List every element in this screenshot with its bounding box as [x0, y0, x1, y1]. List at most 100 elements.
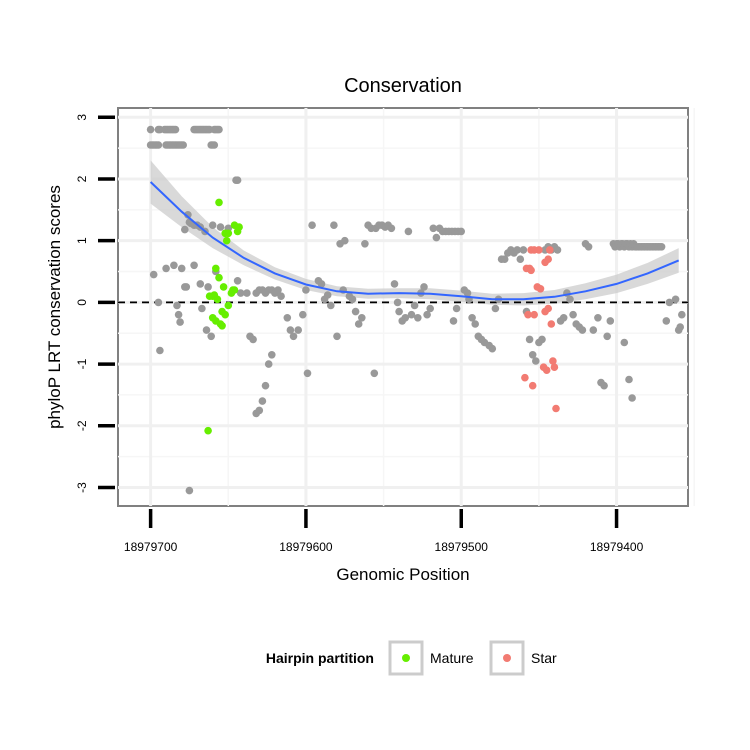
other-point-147	[457, 227, 466, 236]
other-point-130	[404, 227, 413, 236]
other-point-161	[500, 255, 509, 263]
other-point-231	[676, 323, 684, 331]
other-point-192	[600, 381, 608, 390]
star-point-18	[550, 363, 559, 372]
other-point-132	[410, 301, 419, 310]
other-point-91	[277, 292, 285, 301]
other-point-74	[198, 304, 206, 313]
other-point-239	[449, 317, 458, 325]
other-point-73	[176, 318, 184, 326]
other-point-78	[233, 277, 242, 285]
star-point-6	[527, 266, 535, 275]
other-point-67	[204, 283, 212, 291]
other-point-234	[255, 406, 264, 415]
other-point-171	[532, 357, 540, 365]
other-point-90	[274, 286, 282, 294]
other-point-70	[154, 298, 163, 307]
other-point-92	[283, 314, 292, 322]
other-point-235	[258, 397, 267, 405]
other-point-16	[171, 125, 180, 134]
other-point-244	[185, 486, 194, 495]
other-point-76	[207, 332, 215, 341]
other-point-126	[393, 298, 402, 307]
other-point-65	[190, 261, 198, 270]
x-tick-label-3: 18979400	[590, 540, 644, 554]
other-point-170	[528, 351, 537, 359]
other-point-103	[323, 291, 332, 299]
star-point-15	[547, 320, 556, 328]
other-point-166	[516, 255, 525, 263]
mature-point-6	[235, 223, 243, 231]
other-point-105	[330, 221, 338, 229]
other-point-98	[303, 369, 312, 378]
other-point-109	[341, 236, 349, 245]
other-point-228	[665, 298, 674, 307]
other-point-178	[553, 246, 562, 254]
other-point-138	[429, 224, 438, 233]
other-point-149	[463, 289, 472, 297]
other-point-69	[149, 270, 158, 279]
x-axis-title: Genomic Position	[336, 565, 469, 584]
y-tick-label-0: 3	[75, 114, 89, 121]
other-point-94	[289, 332, 298, 341]
other-point-167	[519, 246, 528, 254]
other-point-75	[202, 326, 211, 334]
other-point-135	[420, 283, 428, 291]
other-point-240	[452, 304, 461, 313]
other-point-28	[179, 141, 187, 149]
other-point-62	[177, 264, 186, 273]
star-point-17	[549, 357, 557, 365]
other-point-226	[657, 243, 666, 251]
other-point-0	[146, 125, 155, 134]
other-point-165	[513, 246, 521, 254]
other-point-43	[215, 125, 223, 134]
other-point-229	[671, 295, 680, 304]
other-point-77	[156, 346, 164, 355]
legend-key-star	[503, 654, 511, 662]
other-point-158	[491, 304, 500, 313]
other-point-131	[407, 310, 416, 319]
other-point-49	[184, 211, 192, 219]
other-point-236	[261, 381, 270, 390]
other-point-243	[620, 338, 629, 347]
other-point-139	[432, 233, 441, 242]
other-point-129	[401, 314, 410, 322]
mature-point-9	[219, 283, 228, 291]
gridlines	[118, 108, 695, 506]
axes-layer: 18979700 18979600 18979500 18979400 3 2 1 0 -1 -2…	[75, 114, 644, 554]
chart-title: Conservation	[344, 75, 462, 97]
other-point-133	[414, 314, 422, 322]
star-point-12	[530, 310, 538, 319]
other-point-180	[559, 314, 568, 322]
other-point-182	[566, 295, 574, 304]
legend-key-mature	[402, 654, 410, 662]
other-point-114	[358, 314, 366, 322]
other-point-193	[603, 332, 611, 341]
smooth-curve-layer	[149, 181, 680, 301]
other-point-189	[589, 326, 598, 334]
star-point-19	[542, 366, 551, 375]
x-tick-label-0: 18979700	[124, 540, 178, 554]
mature-point-7	[212, 264, 220, 273]
x-tick-label-2: 18979500	[435, 540, 489, 554]
mature-point-18	[221, 310, 229, 319]
other-point-6	[154, 141, 163, 149]
mature-point-2	[224, 229, 233, 238]
other-point-56	[216, 223, 225, 231]
y-tick-label-2: 1	[75, 237, 89, 244]
other-point-242	[625, 375, 633, 384]
other-point-101	[317, 280, 326, 288]
other-point-188	[584, 243, 593, 251]
other-point-125	[390, 280, 399, 288]
star-point-10	[536, 285, 545, 293]
other-point-152	[471, 320, 480, 328]
mature-point-8	[215, 273, 223, 282]
other-point-106	[333, 332, 341, 341]
star-point-2	[535, 246, 543, 254]
other-point-96	[299, 310, 307, 319]
other-point-151	[468, 314, 476, 322]
other-point-241	[628, 394, 636, 402]
plot-panel	[117, 107, 689, 507]
other-point-112	[351, 307, 360, 316]
